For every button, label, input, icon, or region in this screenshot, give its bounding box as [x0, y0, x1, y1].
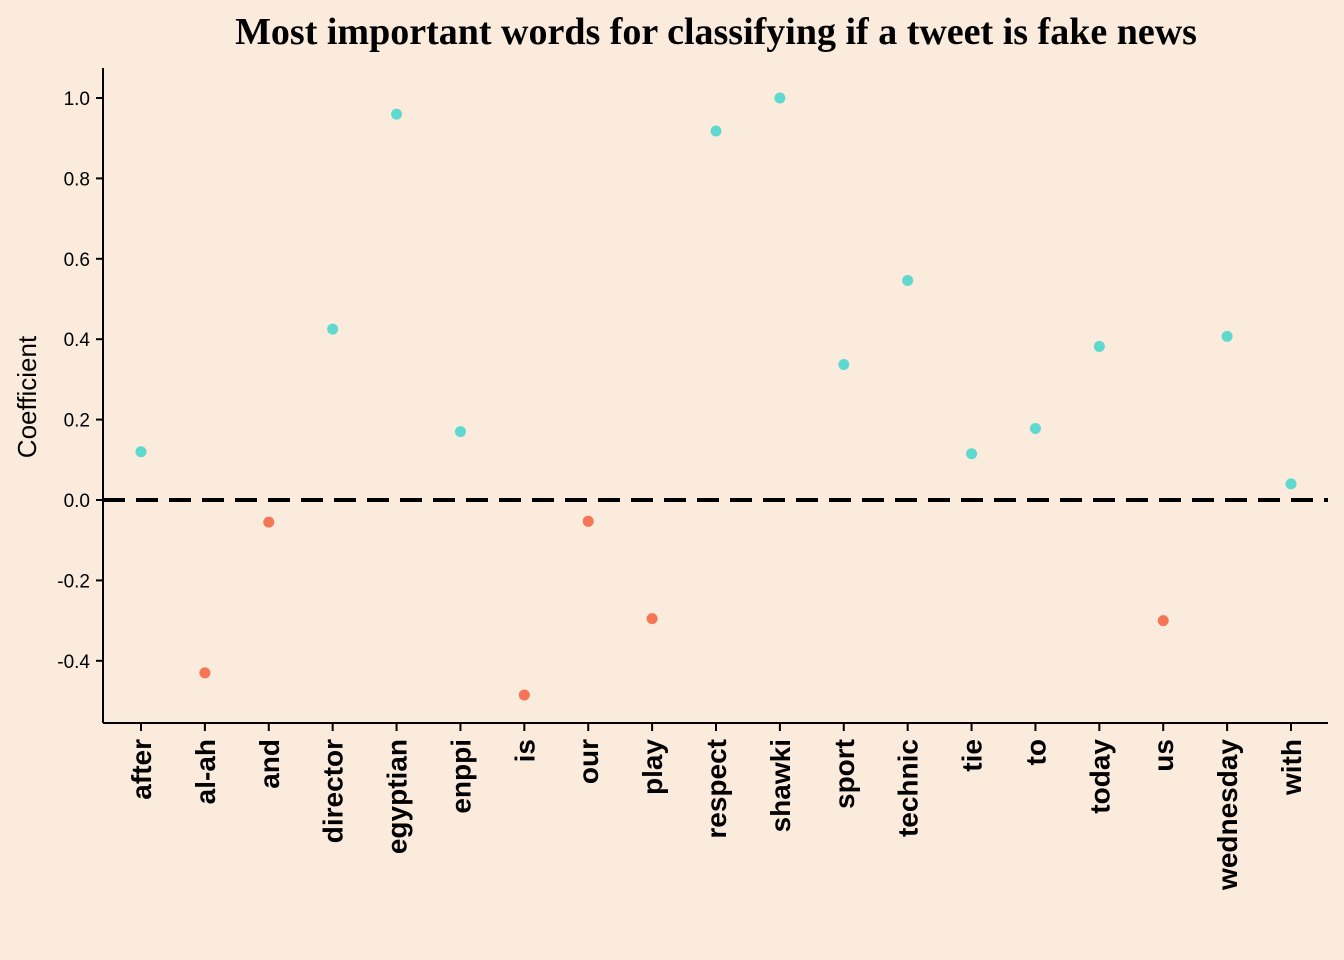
- data-point-today: [1093, 340, 1105, 352]
- data-point-with: [1285, 478, 1297, 490]
- data-points: [135, 92, 1297, 701]
- x-tick-label-technic: technic: [893, 739, 924, 837]
- x-tick-label-play: play: [637, 739, 668, 795]
- y-tick-label: 0.6: [64, 250, 90, 271]
- data-point-director: [327, 323, 339, 335]
- data-point-to: [1029, 422, 1041, 434]
- axes: -0.4 -0.2 0.0 0.2 0.4 0.6 0.8 1.0: [57, 68, 1328, 731]
- x-tick-label-after: after: [126, 739, 157, 800]
- data-point-respect: [710, 125, 722, 137]
- x-tick-label-us: us: [1148, 739, 1179, 772]
- x-tick-label-sport: sport: [829, 739, 860, 809]
- x-tick-label-director: director: [318, 739, 349, 843]
- x-tick-label-to: to: [1020, 739, 1051, 765]
- data-point-shawki: [774, 92, 786, 104]
- data-point-wednesday: [1221, 330, 1233, 342]
- x-tick-label-al-ah: al-ah: [190, 739, 221, 804]
- x-tick-label-wednesday: wednesday: [1212, 739, 1243, 891]
- y-tick-label: 0.4: [64, 330, 91, 351]
- x-tick-label-is: is: [509, 739, 540, 762]
- x-tick-label-and: and: [254, 739, 285, 789]
- y-tick-label: 0.0: [64, 491, 90, 512]
- data-point-is: [518, 689, 530, 701]
- data-point-sport: [838, 359, 850, 371]
- x-tick-label-shawki: shawki: [765, 739, 796, 832]
- data-point-egyptian: [391, 108, 403, 120]
- x-tick-label-our: our: [573, 739, 604, 784]
- data-point-technic: [902, 275, 914, 287]
- x-tick-label-with: with: [1276, 739, 1307, 796]
- data-point-play: [646, 613, 658, 625]
- y-tick-label: -0.2: [57, 571, 90, 592]
- y-tick-label: 0.2: [64, 411, 90, 432]
- y-tick-label: 1.0: [64, 89, 90, 110]
- chart-title: Most important words for classifying if …: [235, 11, 1197, 53]
- x-tick-label-respect: respect: [701, 739, 732, 839]
- y-tick-label: 0.8: [64, 169, 90, 190]
- data-point-and: [263, 516, 275, 528]
- data-point-tie: [966, 448, 978, 460]
- x-tick-label-egyptian: egyptian: [382, 739, 413, 854]
- x-tick-label-tie: tie: [957, 739, 988, 772]
- x-tick-label-enppi: enppi: [445, 739, 476, 814]
- y-axis-title: Coefficient: [12, 335, 42, 458]
- data-point-al-ah: [199, 667, 211, 679]
- x-tick-label-today: today: [1084, 739, 1115, 814]
- data-point-after: [135, 446, 147, 458]
- y-tick-label: -0.4: [57, 652, 90, 673]
- data-point-enppi: [454, 426, 466, 438]
- data-point-us: [1157, 615, 1169, 627]
- x-tick-labels: after al-ah and director egyptian enppi is our p…: [126, 739, 1307, 891]
- data-point-our: [582, 515, 594, 527]
